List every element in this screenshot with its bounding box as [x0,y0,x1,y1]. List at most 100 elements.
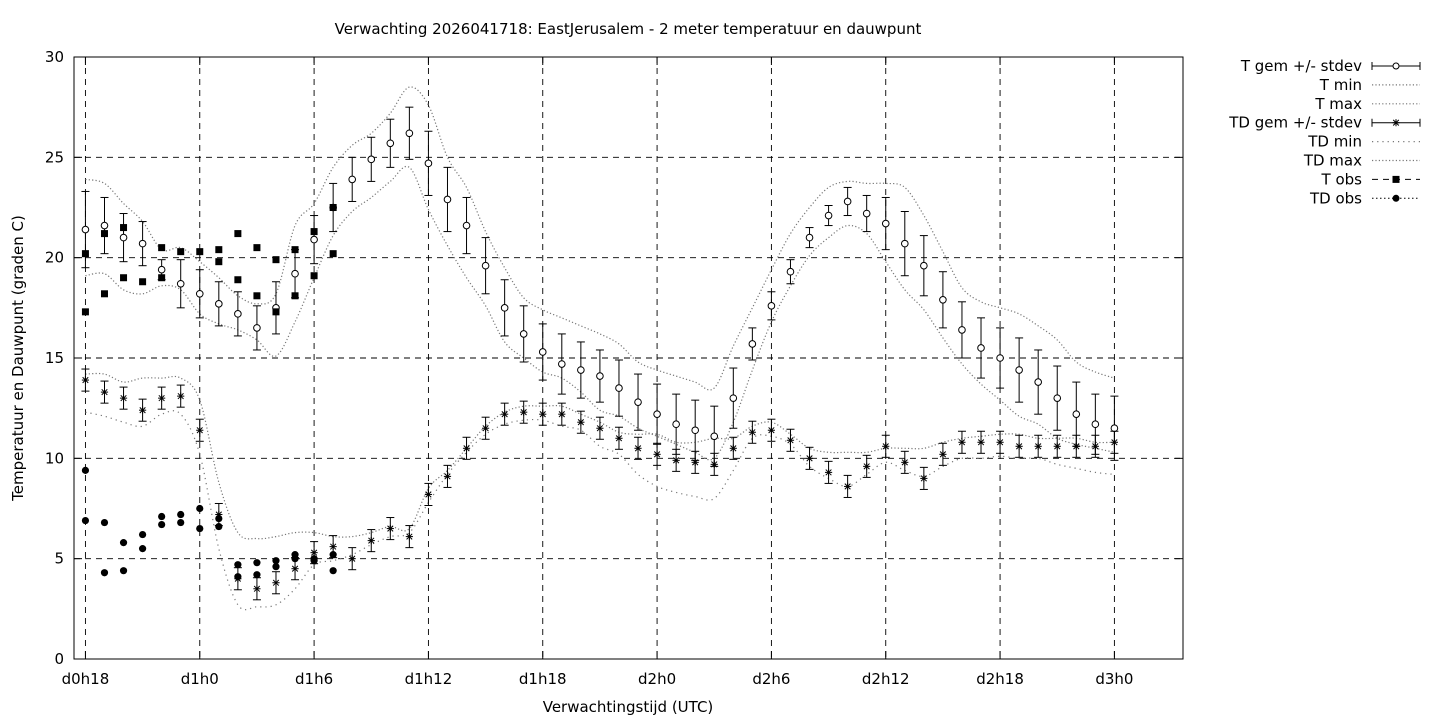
t-obs-point [139,278,147,286]
t-mean-point [310,235,318,244]
t-mean-point [1110,424,1119,433]
y-tick-label: 30 [45,48,64,66]
td-mean-point [386,524,394,533]
legend-label: T obs [1321,170,1363,188]
td-mean-point [634,444,642,452]
td-mean-point [920,474,928,482]
td-obs-point [196,524,204,533]
t-mean-point [291,269,299,278]
td-mean-point [520,408,528,416]
x-tick-label: d1h6 [295,670,333,688]
t-mean-point [405,129,414,138]
legend-item-td-gem-stdev: TD gem +/- stdev [1228,114,1421,132]
t-mean-point [1053,394,1062,402]
td-obs-point [253,571,261,579]
t-mean-point [157,265,166,274]
td-mean-point [996,438,1004,446]
legend-label: TD min [1307,133,1362,151]
t-obs-point [310,272,318,280]
y-tick-label: 0 [54,650,64,668]
t-mean-point [481,261,490,270]
t-mean-point [653,410,661,418]
t-obs-point [253,292,261,300]
t-mean-point [977,344,985,352]
td-mean-point [786,436,795,444]
x-tick-label: d1h18 [519,670,567,688]
td-mean-point [1053,442,1061,450]
t-obs-point [158,244,166,252]
td-mean-point [443,472,452,480]
t-mean-point [138,239,147,248]
t-mean-point [862,209,871,218]
t-obs-point [81,308,89,316]
td-obs-point [310,557,318,565]
td-mean-point [253,585,261,593]
t-obs-point [234,230,242,238]
t-mean-point [1015,366,1023,374]
td-obs-point [177,518,185,527]
t-obs-point [177,248,185,256]
td-mean-point [481,424,490,432]
td-mean-point [844,482,852,491]
td-mean-point [767,426,776,434]
t-mean-point [843,197,852,206]
legend-marker [1392,175,1400,183]
td-mean-point [596,424,604,432]
td-mean-point [1091,442,1099,450]
x-tick-label: d2h0 [638,670,676,688]
td-mean-point [882,442,890,450]
td-mean-point [901,458,909,466]
td-mean-point [367,537,375,545]
td-obs-point [158,512,166,521]
t-obs-point [215,246,223,254]
legend-item-t-max: T max [1314,95,1420,113]
t-mean-point [920,261,928,270]
t-obs-point [272,256,280,264]
t-mean-point [824,211,833,220]
td-mean-point [539,410,547,418]
legend-item-td-min: TD min [1307,133,1420,151]
td-mean-point [729,444,737,452]
td-mean-point [348,555,356,563]
legend-label: TD obs [1309,189,1362,207]
legend-item-td-obs: TD obs [1309,189,1420,207]
td-obs-point [119,567,128,575]
td-mean-point [291,565,299,573]
t-mean-point [748,340,757,348]
td-obs-point [196,504,204,513]
legend-label: T gem +/- stdev [1240,57,1362,75]
td-obs-point [215,522,223,531]
legend-marker [1392,62,1400,70]
t-mean-point [176,279,185,288]
t-obs-point [234,276,242,284]
y-tick-label: 20 [45,249,64,267]
td-mean-point [615,434,623,442]
t-obs-point [120,224,128,232]
t-mean-point [558,360,566,368]
t-mean-point [881,219,890,228]
td-mean-point [691,458,699,466]
td-mean-point [577,418,585,426]
td-obs-point [329,551,337,559]
t-mean-point [253,324,261,332]
td-obs-point [100,569,109,577]
td-mean-point [177,392,185,400]
td-obs-point [234,573,242,581]
chart-title: Verwachting 2026041718: EastJerusalem - … [335,20,922,38]
td-mean-point [863,462,871,470]
t-obs-point [291,292,299,300]
t-mean-point [729,394,738,402]
td-mean-point [119,394,128,402]
y-tick-label: 25 [45,148,64,166]
t-obs-point [310,228,318,236]
t-mean-point [1072,410,1081,418]
legend-marker [1392,194,1400,202]
data-marks [81,106,1119,601]
x-tick-label: d2h18 [976,670,1024,688]
td-mean-point [196,426,204,434]
series-td-min [85,410,1115,611]
t-mean-point [939,296,947,304]
t-mean-point [615,384,623,392]
td-mean-point [653,450,661,458]
